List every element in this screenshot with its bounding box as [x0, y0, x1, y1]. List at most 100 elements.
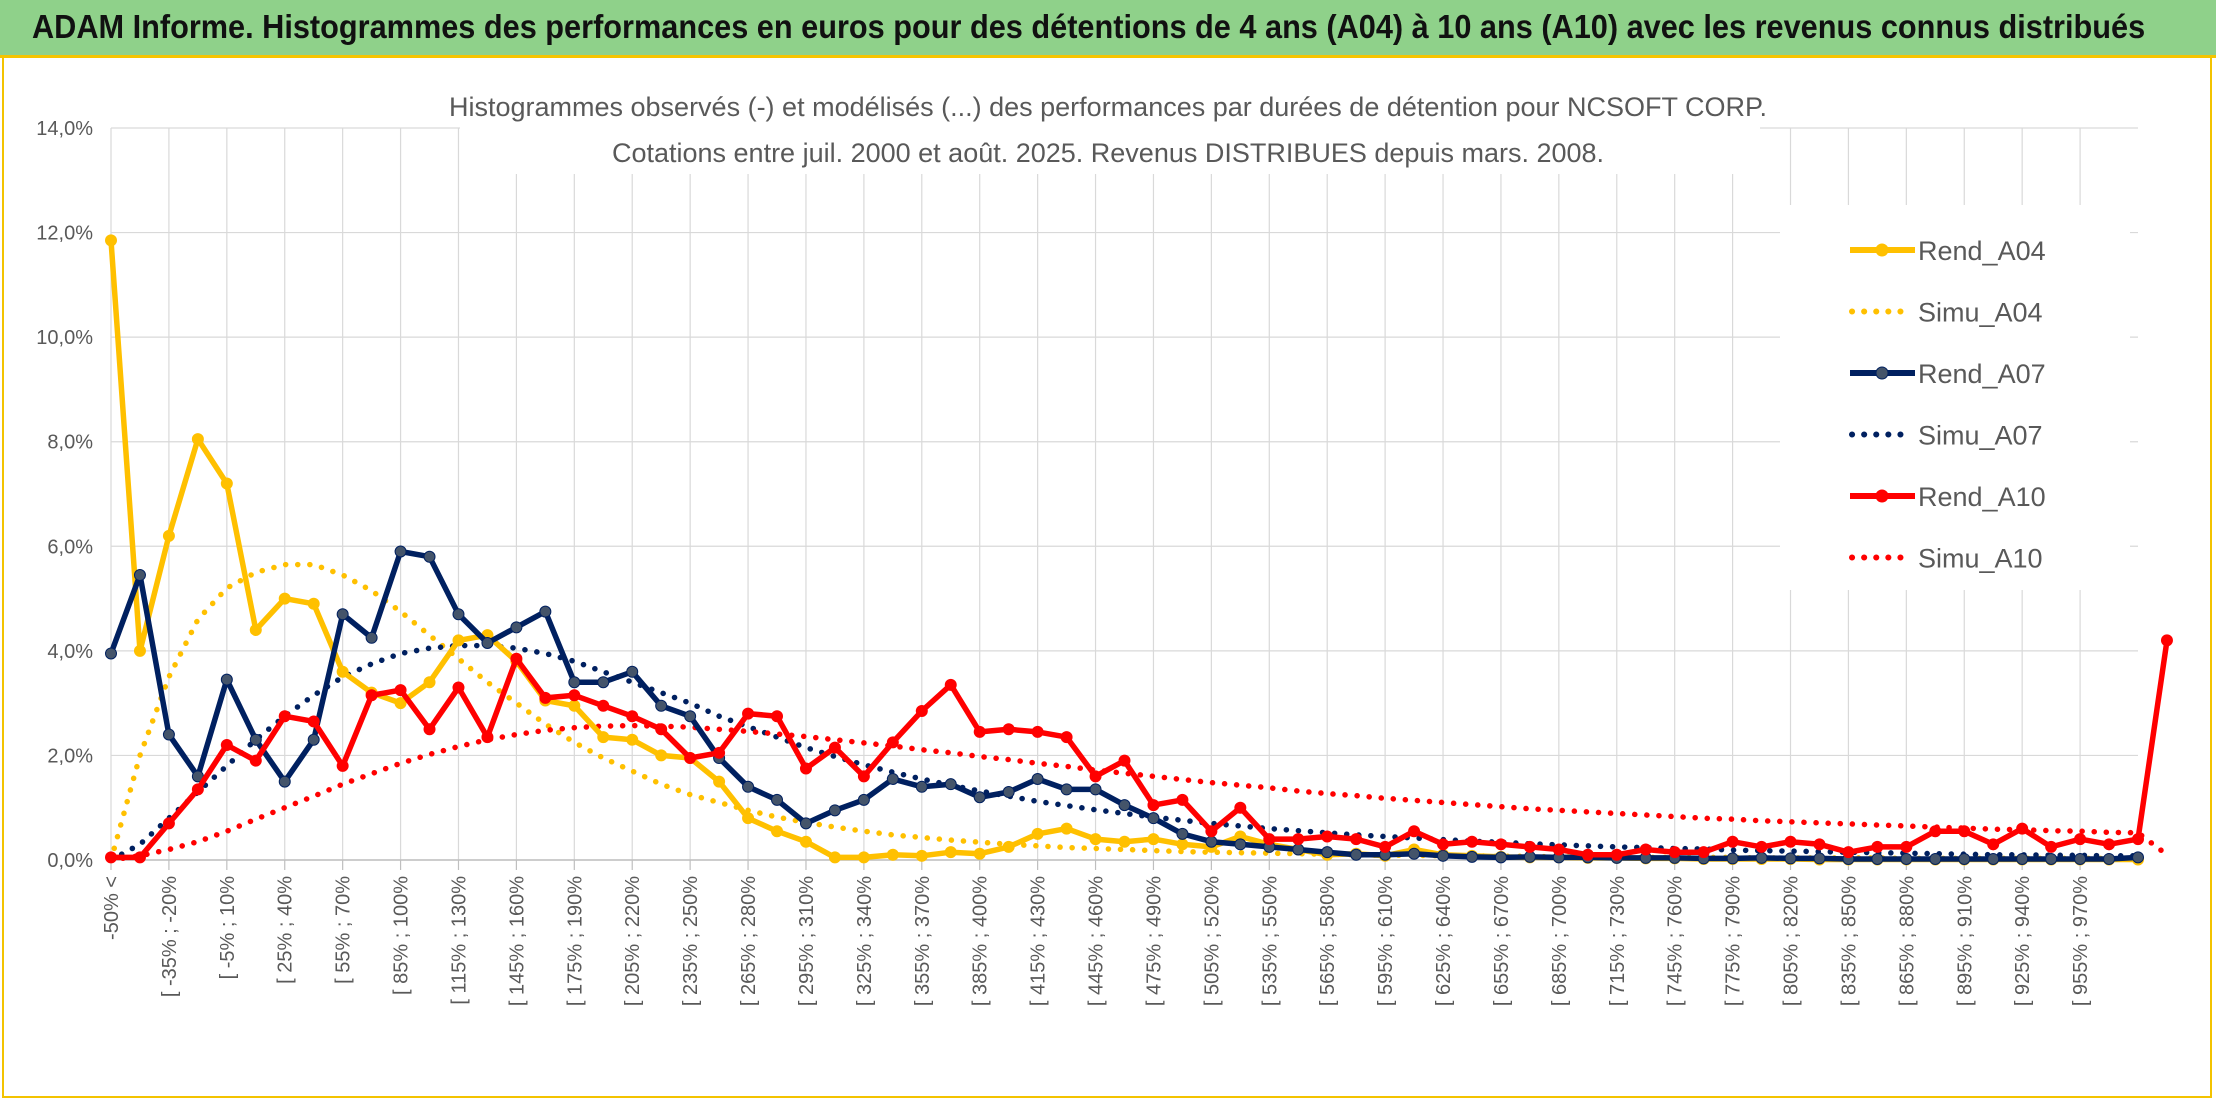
x-tick-label: [ 265% ; 280% [738, 876, 760, 1006]
y-tick-label: 4,0% [47, 641, 93, 663]
data-point-rend-a10 [1002, 723, 1015, 736]
data-point-rend-a07 [2016, 852, 2029, 865]
data-point-rend-a07 [944, 778, 957, 791]
data-point-rend-a04 [162, 529, 175, 542]
data-point-rend-a07 [1002, 786, 1015, 799]
data-point-rend-a04 [655, 749, 668, 762]
data-point-rend-a07 [2045, 852, 2058, 865]
x-tick-label: [ 355% ; 370% [912, 876, 934, 1006]
x-tick-label: [ 925% ; 940% [2012, 876, 2034, 1006]
data-point-rend-a07 [1408, 847, 1421, 860]
data-point-rend-a07 [133, 569, 146, 582]
data-point-rend-a04 [771, 825, 784, 838]
data-point-rend-a10 [307, 715, 320, 728]
data-point-rend-a10 [1726, 835, 1739, 848]
data-point-rend-a04 [944, 846, 957, 859]
data-point-rend-a07 [1465, 850, 1478, 863]
data-point-rend-a10 [162, 817, 175, 830]
data-point-rend-a07 [1871, 852, 1884, 865]
data-point-rend-a07 [1784, 852, 1797, 865]
data-point-rend-a04 [857, 851, 870, 864]
x-tick-label: -50% < [101, 876, 123, 940]
data-point-rend-a04 [191, 433, 204, 446]
x-tick-label: [ 115% ; 130% [448, 876, 470, 1005]
report-title: ADAM Informe. Histogrammes des performan… [32, 8, 2146, 45]
data-point-rend-a04 [1176, 838, 1189, 851]
data-point-rend-a07 [1494, 851, 1507, 864]
x-tick-label: [ 295% ; 310% [796, 876, 818, 1006]
y-tick-label: 10,0% [36, 327, 93, 349]
data-point-rend-a10 [191, 783, 204, 796]
data-point-rend-a10 [1639, 843, 1652, 856]
data-point-rend-a10 [1581, 848, 1594, 861]
data-point-rend-a07 [568, 676, 581, 689]
data-point-rend-a10 [886, 736, 899, 749]
data-point-rend-a07 [857, 793, 870, 806]
data-point-rend-a07 [684, 710, 697, 723]
data-point-rend-a10 [1552, 843, 1565, 856]
data-point-rend-a04 [597, 731, 610, 744]
x-tick-label: [ 55% ; 70% [333, 876, 355, 984]
x-tick-label: [ 385% ; 400% [970, 876, 992, 1006]
data-point-rend-a10 [1263, 833, 1276, 846]
chart-legend: Rend_A04 Simu_A04 Rend_A07 Simu_A07 Rend_A10… [1849, 236, 2046, 574]
data-point-rend-a04 [249, 623, 262, 636]
data-point-rend-a04 [423, 676, 436, 689]
chart-title-line-1: Histogrammes observés (-) et modélisés (… [449, 92, 1767, 122]
x-tick-label: [ 25% ; 40% [275, 876, 297, 984]
data-point-rend-a04 [626, 733, 639, 746]
data-point-rend-a04 [105, 234, 117, 247]
data-point-rend-a10 [1465, 835, 1478, 848]
data-point-rend-a10 [2132, 833, 2144, 846]
x-tick-label: [ 625% ; 640% [1433, 876, 1455, 1006]
data-point-rend-a04 [713, 775, 726, 788]
data-point-rend-a10 [423, 723, 436, 736]
data-point-rend-a10 [365, 689, 378, 702]
data-point-rend-a10 [973, 725, 986, 738]
data-point-rend-a10 [1292, 833, 1305, 846]
data-point-rend-a07 [1929, 852, 1942, 865]
data-point-rend-a07 [220, 673, 233, 686]
data-point-rend-a10 [2074, 833, 2087, 846]
data-point-rend-a10 [915, 704, 928, 717]
x-tick-label: [ 85% ; 100% [391, 876, 413, 995]
x-tick-label: [ 235% ; 250% [680, 876, 702, 1006]
data-point-rend-a10 [1234, 801, 1247, 814]
data-point-rend-a10 [105, 851, 117, 864]
data-point-rend-a10 [1697, 846, 1710, 859]
data-point-rend-a07 [249, 733, 262, 746]
data-point-rend-a04 [886, 848, 899, 861]
data-point-rend-a10 [1205, 825, 1218, 838]
data-point-rend-a04 [915, 849, 928, 862]
legend-label-rend-a04: Rend_A04 [1918, 236, 2046, 266]
legend-marker-rend-a07 [1875, 366, 1889, 380]
data-point-rend-a04 [568, 699, 581, 712]
data-point-rend-a07 [915, 780, 928, 793]
data-point-rend-a10 [1784, 835, 1797, 848]
data-point-rend-a04 [1002, 840, 1015, 853]
data-point-rend-a10 [394, 684, 407, 697]
data-point-rend-a10 [1089, 770, 1102, 783]
data-point-rend-a07 [365, 631, 378, 644]
data-point-rend-a07 [799, 817, 812, 830]
y-tick-label: 6,0% [47, 536, 93, 558]
data-point-rend-a10 [684, 752, 697, 765]
y-tick-label: 8,0% [47, 432, 93, 454]
legend-marker-rend-a04 [1875, 243, 1889, 257]
data-point-rend-a10 [1813, 838, 1826, 851]
data-point-rend-a10 [799, 762, 812, 775]
x-tick-label: [ 955% ; 970% [2070, 876, 2092, 1006]
x-tick-label: [ 445% ; 460% [1086, 876, 1108, 1006]
data-point-rend-a07 [1958, 852, 1971, 865]
legend-marker-rend-a10 [1875, 489, 1889, 503]
data-point-rend-a10 [336, 759, 349, 772]
x-tick-label: [ 565% ; 580% [1317, 876, 1339, 1006]
data-point-rend-a10 [1900, 840, 1913, 853]
data-point-rend-a10 [1610, 848, 1623, 861]
data-point-rend-a07 [539, 605, 552, 618]
x-tick-label: [ 835% ; 850% [1838, 876, 1860, 1006]
x-tick-label: [ 895% ; 910% [1954, 876, 1976, 1006]
data-point-rend-a10 [1031, 725, 1044, 738]
report-banner: ADAM Informe. Histogrammes des performan… [0, 0, 2216, 58]
